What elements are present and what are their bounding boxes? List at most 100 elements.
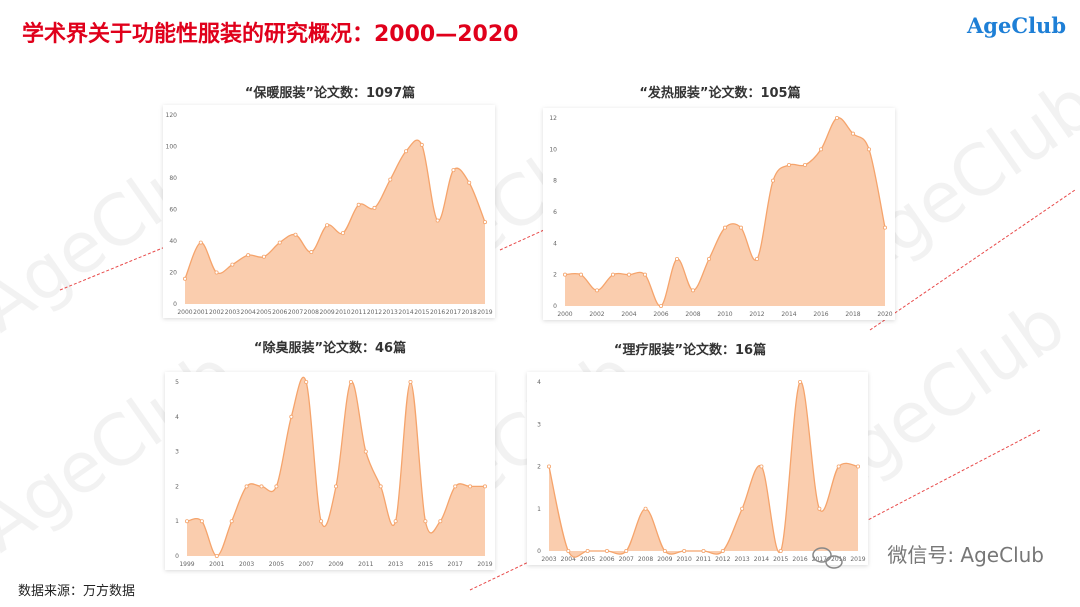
point [372,205,377,210]
x-tick-label: 2010 [717,311,732,318]
x-tick-label: 2002 [589,311,604,318]
x-tick-label: 2003 [239,561,254,568]
x-tick-label: 2015 [773,556,788,563]
point [356,202,361,207]
wechat-icon [812,547,843,569]
y-tick-label: 3 [537,421,541,428]
point [199,519,204,524]
y-tick-label: 100 [166,144,178,151]
y-tick-label: 2 [175,483,179,490]
point [393,519,398,524]
y-tick-label: 20 [169,270,177,277]
y-tick-label: 3 [175,449,179,456]
point [707,256,712,261]
point [378,484,383,489]
chart-title: “除臭服装”论文数：46篇 [254,340,406,356]
x-tick-label: 2004 [561,556,576,563]
x-tick-label: 2005 [269,561,284,568]
point [404,149,409,154]
point [662,549,667,554]
x-tick-label: 2015 [414,309,429,316]
y-tick-label: 6 [553,209,557,216]
point [277,240,282,245]
point [819,147,824,152]
x-tick-label: 2008 [304,309,319,316]
y-tick-label: 5 [175,379,179,386]
point [856,464,861,469]
point [453,484,458,489]
y-tick-label: 0 [173,301,177,308]
x-tick-label: 2007 [619,556,634,563]
area [549,381,858,558]
point [289,414,294,419]
y-tick-label: 2 [553,272,557,279]
x-tick-label: 2003 [541,556,556,563]
logo: AgeClub [966,13,1066,38]
source: 数据来源：万方数据 [18,583,135,599]
point [682,549,687,554]
x-tick-label: 2016 [792,556,807,563]
x-tick-label: 2011 [358,561,373,568]
area [185,140,485,304]
x-tick-label: 2019 [850,556,865,563]
y-tick-label: 0 [537,548,541,555]
point [408,379,413,384]
y-tick-label: 4 [537,379,541,386]
x-tick-label: 2001 [209,561,224,568]
point [720,549,725,554]
x-tick-label: 2003 [225,309,240,316]
point [467,180,472,185]
point [261,254,266,259]
area [187,377,485,556]
y-tick-label: 1 [537,506,541,513]
x-tick-label: 2017 [812,556,827,563]
point [604,549,609,554]
point [643,272,648,277]
point [675,256,680,261]
point [293,232,298,237]
point [624,549,629,554]
x-tick-label: 2011 [351,309,366,316]
point [482,484,487,489]
x-tick-label: 2009 [319,309,334,316]
x-tick-label: 2017 [448,561,463,568]
area [565,117,885,307]
y-tick-label: 8 [553,178,557,185]
x-tick-label: 2016 [813,311,828,318]
x-tick-label: 2002 [209,309,224,316]
point [611,272,616,277]
slide-title: 学术界关于功能性服装的研究概况：2000—2020 [22,21,518,47]
y-tick-label: 0 [175,553,179,560]
point [482,220,487,225]
point [778,549,783,554]
point [798,379,803,384]
x-tick-label: 2009 [657,556,672,563]
y-tick-label: 1 [175,518,179,525]
y-tick-label: 4 [553,240,557,247]
point [659,303,664,308]
point [595,288,600,293]
y-tick-label: 10 [549,146,557,153]
x-tick-label: 2007 [288,309,303,316]
point [363,449,368,454]
point [184,519,189,524]
point [319,519,324,524]
x-tick-label: 2013 [383,309,398,316]
point [274,484,279,489]
x-tick-label: 2010 [677,556,692,563]
point [643,506,648,511]
point [325,223,330,228]
x-tick-label: 2012 [715,556,730,563]
x-tick-label: 2011 [696,556,711,563]
x-tick-label: 2019 [477,309,492,316]
point [229,519,234,524]
point [817,506,822,511]
chart-title: “理疗服装”论文数：16篇 [614,342,766,358]
y-tick-label: 80 [169,175,177,182]
x-tick-label: 2012 [367,309,382,316]
point [835,116,840,121]
x-tick-label: 2004 [241,309,256,316]
point [214,554,219,559]
point [836,464,841,469]
